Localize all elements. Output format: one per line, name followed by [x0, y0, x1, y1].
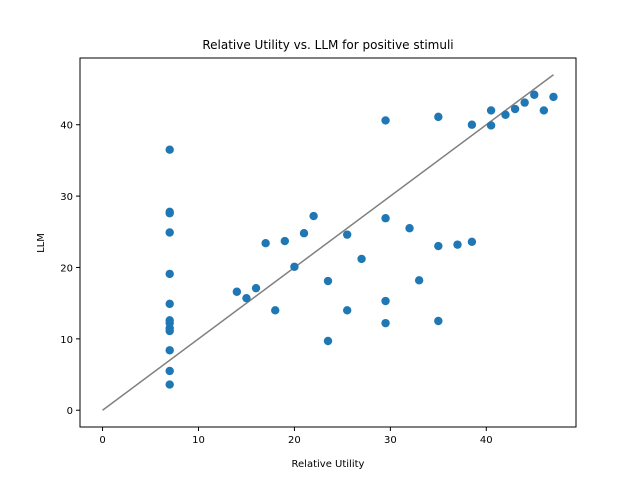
data-point — [549, 92, 558, 102]
data-point — [165, 209, 174, 218]
x-tick-label: 0 — [99, 435, 105, 446]
data-point — [309, 211, 318, 221]
data-point — [381, 296, 390, 306]
data-point — [486, 106, 496, 115]
data-point — [165, 346, 174, 355]
data-point — [290, 262, 299, 271]
data-point — [299, 229, 309, 238]
data-point — [381, 214, 390, 223]
y-tick-label: 40 — [60, 121, 73, 132]
x-tick-label: 20 — [288, 435, 301, 446]
data-point — [453, 240, 462, 249]
data-point — [467, 237, 477, 246]
y-axis-title: LLM — [36, 233, 47, 253]
x-axis-title: Relative Utility — [292, 459, 365, 470]
data-point — [165, 299, 174, 309]
data-point — [261, 239, 270, 248]
x-tick-label: 10 — [192, 435, 205, 446]
data-point — [467, 120, 477, 129]
data-point — [434, 316, 443, 326]
data-point — [280, 236, 290, 246]
x-tick-label: 40 — [480, 435, 493, 446]
data-point — [323, 276, 333, 286]
y-tick-label: 30 — [60, 192, 73, 203]
y-tick-label: 10 — [60, 335, 73, 346]
data-point — [434, 112, 443, 122]
data-point — [510, 104, 520, 114]
data-point — [271, 306, 280, 315]
data-point — [520, 98, 529, 107]
data-point — [501, 110, 510, 119]
x-tick-label: 30 — [384, 435, 397, 446]
y-tick-label: 20 — [60, 263, 73, 274]
plot-frame — [79, 57, 577, 428]
data-point — [165, 326, 174, 336]
data-point — [323, 336, 333, 346]
data-point — [342, 230, 352, 239]
data-point — [165, 269, 174, 279]
data-point — [539, 106, 549, 115]
plot-area: 0 10 20 30 40 0 10 20 30 40 — [60, 57, 577, 446]
data-point — [242, 293, 251, 303]
data-point — [434, 241, 443, 251]
data-point — [165, 366, 174, 376]
data-point — [414, 276, 424, 285]
data-point — [342, 306, 352, 315]
data-point — [357, 254, 366, 264]
data-point — [165, 380, 174, 389]
reference-line — [102, 74, 554, 411]
data-point — [530, 90, 539, 99]
chart-title: Relative Utility vs. LLM for positive st… — [202, 38, 453, 52]
data-point — [405, 224, 414, 233]
data-point — [165, 228, 174, 237]
data-point — [381, 318, 390, 328]
data-point — [381, 116, 390, 125]
data-point — [486, 121, 496, 130]
data-point — [165, 145, 174, 154]
data-point — [232, 287, 242, 296]
data-point — [251, 283, 261, 293]
y-tick-label: 0 — [67, 406, 73, 417]
